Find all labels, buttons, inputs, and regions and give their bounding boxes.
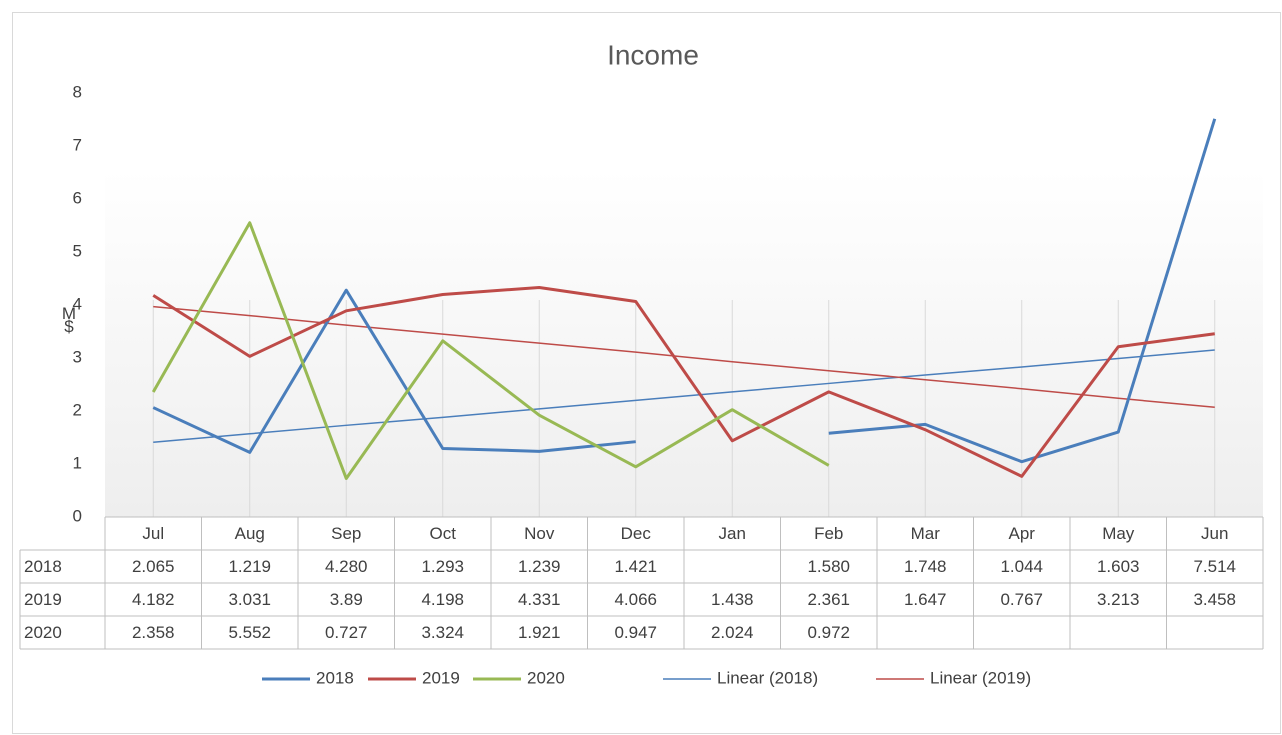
data-label: 3.89: [330, 590, 363, 609]
data-label: 7.514: [1193, 557, 1236, 576]
data-label: 1.293: [421, 557, 464, 576]
data-label: 0.972: [807, 623, 850, 642]
data-label: 3.213: [1097, 590, 1140, 609]
data-label: 3.324: [421, 623, 464, 642]
data-label: 2.065: [132, 557, 175, 576]
legend-label: Linear (2018): [717, 668, 818, 687]
data-label: 1.748: [904, 557, 947, 576]
y-tick-label: 0: [73, 506, 82, 525]
y-tick-label: 1: [73, 453, 82, 472]
data-label: 1.044: [1000, 557, 1043, 576]
x-tick-label: Oct: [430, 524, 457, 543]
data-label: 2.358: [132, 623, 175, 642]
data-label: 1.239: [518, 557, 561, 576]
x-tick-label: Feb: [814, 524, 843, 543]
data-label: 2.024: [711, 623, 754, 642]
x-tick-label: Mar: [911, 524, 941, 543]
x-tick-label: May: [1102, 524, 1135, 543]
y-tick-label: 4: [73, 294, 82, 313]
chart-title: Income: [607, 39, 699, 70]
trendline: [153, 305, 1215, 409]
plot-background: [105, 170, 1263, 517]
data-label: 4.280: [325, 557, 368, 576]
y-tick-label: 8: [73, 82, 82, 101]
x-tick-label: Aug: [235, 524, 265, 543]
x-tick-label: Dec: [621, 524, 652, 543]
x-tick-label: Apr: [1009, 524, 1036, 543]
y-axis-label: M$: [60, 304, 79, 334]
data-label: 1.219: [228, 557, 271, 576]
y-tick-label: 2: [73, 400, 82, 419]
x-tick-label: Jan: [719, 524, 746, 543]
x-tick-label: Jun: [1201, 524, 1228, 543]
legend-label: Linear (2019): [930, 668, 1031, 687]
y-tick-label: 6: [73, 188, 82, 207]
legend-label: 2020: [527, 668, 565, 687]
data-label: 1.438: [711, 590, 754, 609]
data-label: 0.727: [325, 623, 368, 642]
table-row-label: 2019: [24, 590, 62, 609]
series-line: [152, 118, 1217, 464]
data-label: 4.198: [421, 590, 464, 609]
data-label: 3.458: [1193, 590, 1236, 609]
data-label: 4.331: [518, 590, 561, 609]
y-tick-label: 3: [73, 347, 82, 366]
legend-label: 2019: [422, 668, 460, 687]
series-line: [151, 221, 830, 480]
data-label: 4.182: [132, 590, 175, 609]
y-tick-label: 7: [73, 135, 82, 154]
data-label: 1.647: [904, 590, 947, 609]
series-line: [152, 285, 1215, 478]
y-tick-label: 5: [73, 241, 82, 260]
trendline: [153, 349, 1215, 444]
x-tick-label: Jul: [142, 524, 164, 543]
data-label: 4.066: [614, 590, 657, 609]
table-row-label: 2020: [24, 623, 62, 642]
data-label: 1.580: [807, 557, 850, 576]
data-label: 5.552: [228, 623, 271, 642]
data-label: 0.947: [614, 623, 657, 642]
x-tick-label: Sep: [331, 524, 361, 543]
data-label: 3.031: [228, 590, 271, 609]
legend-label: 2018: [316, 668, 354, 687]
table-row-label: 2018: [24, 557, 62, 576]
data-label: 2.361: [807, 590, 850, 609]
x-tick-label: Nov: [524, 524, 555, 543]
data-label: 0.767: [1000, 590, 1043, 609]
data-label: 1.421: [614, 557, 657, 576]
data-label: 1.603: [1097, 557, 1140, 576]
data-label: 1.921: [518, 623, 561, 642]
